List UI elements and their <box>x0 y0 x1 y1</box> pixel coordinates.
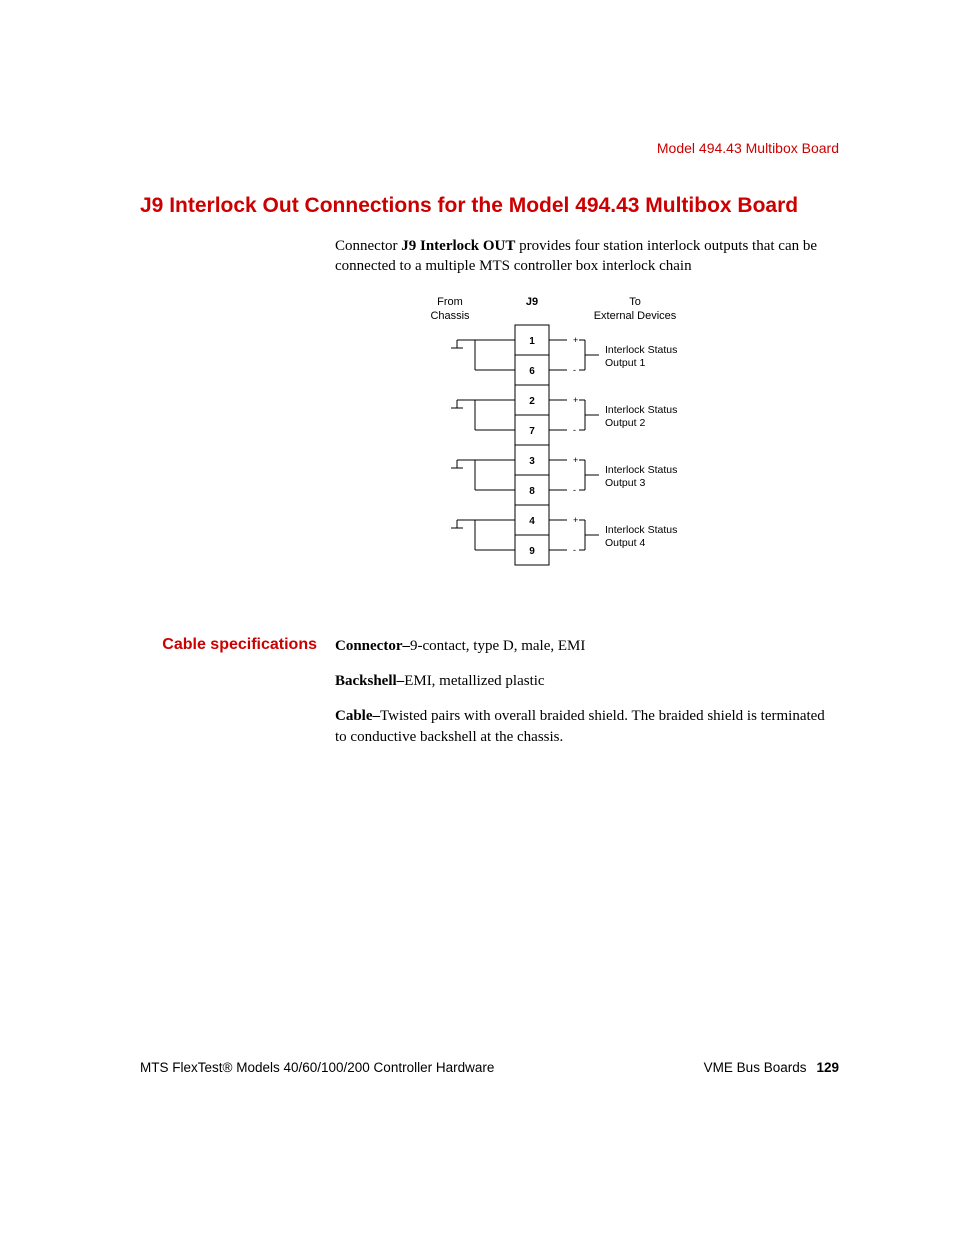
cable-specifications-heading: Cable specifications <box>140 636 335 654</box>
svg-text:3: 3 <box>529 456 535 467</box>
svg-text:8: 8 <box>529 486 535 497</box>
svg-text:+: + <box>573 335 578 345</box>
spec-label: Cable– <box>335 708 380 724</box>
spec-text: Twisted pairs with overall braided shiel… <box>335 708 825 745</box>
footer-right-label: VME Bus Boards <box>704 1060 807 1075</box>
cable-specifications-body: Connector–9-contact, type D, male, EMI Ba… <box>335 636 839 762</box>
svg-text:2: 2 <box>529 396 535 407</box>
svg-text:Interlock Status: Interlock Status <box>605 404 677 416</box>
page: Model 494.43 Multibox Board J9 Interlock… <box>0 0 954 1235</box>
spec-text: EMI, metallized plastic <box>404 673 544 689</box>
spec-label: Connector– <box>335 638 410 654</box>
svg-text:-: - <box>573 365 576 375</box>
svg-text:-: - <box>573 485 576 495</box>
svg-text:Output 3: Output 3 <box>605 477 645 489</box>
footer-left: MTS FlexTest® Models 40/60/100/200 Contr… <box>140 1060 494 1075</box>
spec-row: Connector–9-contact, type D, male, EMI <box>335 636 839 657</box>
pinout-diagram: From Chassis J9 To External Devices 1 6 + - Inter… <box>335 291 839 606</box>
intro-paragraph: Connector J9 Interlock OUT provides four… <box>335 236 839 277</box>
svg-text:External Devices: External Devices <box>594 310 677 322</box>
svg-text:From: From <box>437 296 463 308</box>
svg-text:6: 6 <box>529 366 535 377</box>
svg-text:Output 1: Output 1 <box>605 357 645 369</box>
cable-specifications-section: Cable specifications Connector–9-contact… <box>140 636 839 762</box>
spec-label: Backshell– <box>335 673 404 689</box>
svg-text:4: 4 <box>529 516 535 527</box>
svg-text:+: + <box>573 515 578 525</box>
svg-text:Interlock Status: Interlock Status <box>605 344 677 356</box>
page-footer: MTS FlexTest® Models 40/60/100/200 Contr… <box>140 1060 839 1075</box>
svg-text:To: To <box>629 296 641 308</box>
svg-text:Output 2: Output 2 <box>605 417 645 429</box>
spec-row: Cable–Twisted pairs with overall braided… <box>335 706 839 748</box>
section-title: J9 Interlock Out Connections for the Mod… <box>140 194 839 218</box>
intro-prefix: Connector <box>335 238 401 254</box>
svg-text:+: + <box>573 455 578 465</box>
spec-text: 9-contact, type D, male, EMI <box>410 638 585 654</box>
svg-text:1: 1 <box>529 336 535 347</box>
svg-text:Interlock Status: Interlock Status <box>605 524 677 536</box>
svg-text:-: - <box>573 425 576 435</box>
svg-text:J9: J9 <box>526 296 538 308</box>
svg-text:Interlock Status: Interlock Status <box>605 464 677 476</box>
svg-text:Chassis: Chassis <box>430 310 470 322</box>
svg-text:7: 7 <box>529 426 535 437</box>
svg-text:9: 9 <box>529 546 535 557</box>
svg-text:-: - <box>573 545 576 555</box>
intro-bold: J9 Interlock OUT <box>401 238 515 254</box>
spec-row: Backshell–EMI, metallized plastic <box>335 671 839 692</box>
running-header: Model 494.43 Multibox Board <box>657 140 839 156</box>
page-number: 129 <box>816 1060 839 1075</box>
svg-text:+: + <box>573 395 578 405</box>
svg-text:Output 4: Output 4 <box>605 537 645 549</box>
